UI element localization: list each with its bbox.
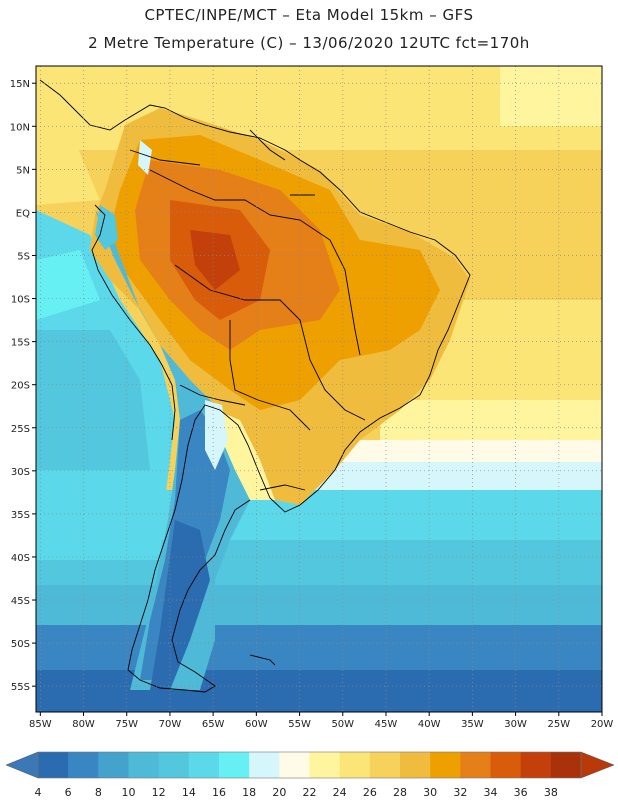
map-subtitle: 2 Metre Temperature (C) – 13/06/2020 12U… (88, 34, 530, 52)
colorbar-swatch (430, 752, 461, 778)
lat-tick-label: 25S (11, 424, 30, 435)
colorbar-label: 16 (212, 786, 226, 799)
colorbar-label: 14 (182, 786, 196, 799)
colorbar-swatch (68, 752, 99, 778)
lon-tick-label: 50W (331, 719, 354, 730)
colorbar-swatch (279, 752, 310, 778)
lon-tick-label: 30W (504, 719, 527, 730)
temperature-field (36, 66, 602, 712)
colorbar-swatch (339, 752, 371, 778)
colorbar-label: 38 (544, 786, 558, 799)
lon-tick-label: 75W (115, 719, 138, 730)
lat-tick-label: 10S (11, 295, 30, 306)
lon-tick-label: 45W (375, 719, 398, 730)
lat-tick-label: 55S (11, 682, 30, 693)
colorbar-label: 24 (333, 786, 347, 799)
lat-tick-label: 45S (11, 596, 30, 607)
colorbar-swatch (400, 752, 431, 778)
colorbar-label: 20 (272, 786, 286, 799)
lon-tick-label: 35W (461, 719, 484, 730)
colorbar-label: 32 (453, 786, 467, 799)
lat-tick-label: 50S (11, 639, 30, 650)
lon-tick-label: 80W (72, 719, 95, 730)
lon-tick-label: 25W (547, 719, 570, 730)
colorbar-label: 18 (242, 786, 256, 799)
lat-tick-label: 20S (11, 381, 30, 392)
colorbar-swatch (219, 752, 250, 778)
colorbar-label: 6 (65, 786, 72, 799)
colorbar-label: 28 (393, 786, 407, 799)
colorbar-swatch (98, 752, 129, 778)
lat-tick-label: 10N (10, 122, 30, 133)
map-frame (35, 65, 603, 713)
colorbar-swatch (369, 752, 401, 778)
latitude-axis: 15N 10N 5N EQ 5S 10S 15S 20S 25S 30S 35S 40S 45S 50S 5… (10, 79, 36, 693)
colorbar-label: 30 (423, 786, 437, 799)
colorbar-label: 4 (35, 786, 42, 799)
colorbar-swatch (460, 752, 491, 778)
colorbar-label: 10 (122, 786, 136, 799)
colorbar-swatch (309, 752, 341, 778)
colorbar-label: 26 (363, 786, 377, 799)
lat-tick-label: 5N (16, 165, 30, 176)
lat-tick-label: 15S (11, 338, 30, 349)
colorbar-swatch (249, 752, 280, 778)
lon-tick-label: 60W (245, 719, 268, 730)
colorbar-frame (37, 751, 582, 779)
lon-tick-label: 55W (288, 719, 311, 730)
lat-tick-label: 5S (17, 251, 30, 262)
lat-tick-label: 35S (11, 510, 30, 521)
lon-tick-label: 85W (29, 719, 52, 730)
lon-tick-label: 40W (418, 719, 441, 730)
colorbar-swatch (38, 752, 69, 778)
colorbar: 4 6 8 10 12 14 16 18 20 22 24 26 28 30 32 34 36 38 (5, 751, 615, 799)
colorbar-swatch (128, 752, 160, 778)
colorbar-swatch (188, 752, 220, 778)
colorbar-swatch (490, 752, 522, 778)
colorbar-label: 12 (152, 786, 166, 799)
map-title: CPTEC/INPE/MCT – Eta Model 15km – GFS (144, 6, 474, 24)
colorbar-label: 36 (514, 786, 528, 799)
lon-tick-label: 20W (591, 719, 614, 730)
lon-tick-label: 70W (159, 719, 182, 730)
colorbar-under-arrow (5, 751, 39, 779)
colorbar-over-arrow (580, 751, 615, 779)
colorbar-label: 22 (303, 786, 317, 799)
colorbar-swatch (520, 752, 552, 778)
lon-tick-label: 65W (202, 719, 225, 730)
lat-tick-label: 15N (10, 79, 30, 90)
lat-tick-label: EQ (16, 208, 30, 219)
longitude-axis: 85W 80W 75W 70W 65W 60W 55W 50W 45W 40W 35W 30W 25W 2… (29, 712, 613, 730)
lat-tick-label: 40S (11, 553, 30, 564)
colorbar-label: 8 (95, 786, 102, 799)
colorbar-swatch (158, 752, 190, 778)
colorbar-label: 34 (484, 786, 498, 799)
colorbar-swatch (550, 752, 582, 778)
lat-tick-label: 30S (11, 467, 30, 478)
